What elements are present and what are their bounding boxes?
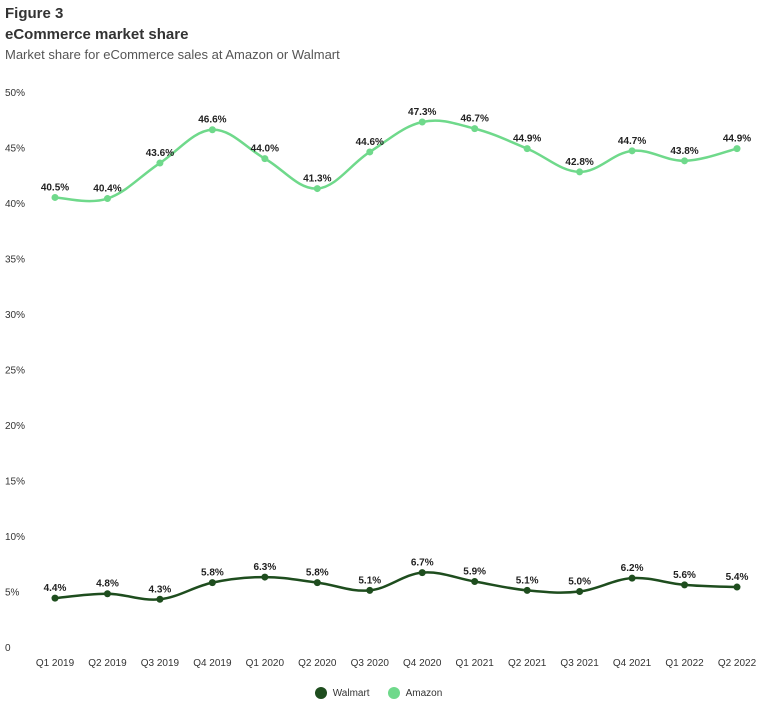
y-tick-label: 35%	[5, 255, 25, 266]
data-label-walmart: 4.3%	[149, 584, 172, 595]
data-label-walmart: 5.1%	[358, 575, 381, 586]
x-tick-label: Q3 2021	[560, 658, 599, 669]
data-label-amazon: 44.6%	[356, 137, 384, 148]
data-label-walmart: 6.7%	[411, 558, 434, 569]
data-point-amazon[interactable]	[576, 168, 584, 176]
data-point-amazon[interactable]	[313, 185, 321, 193]
data-point-amazon[interactable]	[208, 126, 216, 134]
data-point-amazon[interactable]	[681, 157, 689, 165]
data-point-walmart[interactable]	[51, 594, 59, 602]
x-tick-label: Q4 2019	[193, 658, 232, 669]
x-tick-label: Q2 2020	[298, 658, 337, 669]
data-label-amazon: 43.8%	[670, 146, 698, 157]
data-label-walmart: 4.4%	[44, 583, 67, 594]
data-label-amazon: 44.7%	[618, 136, 646, 147]
data-label-walmart: 5.9%	[463, 567, 486, 578]
data-point-walmart[interactable]	[261, 573, 269, 581]
data-label-walmart: 5.8%	[306, 568, 329, 579]
x-tick-label: Q3 2020	[351, 658, 390, 669]
y-tick-label: 0	[5, 643, 11, 654]
data-point-walmart[interactable]	[733, 583, 741, 591]
x-tick-label: Q1 2021	[456, 658, 495, 669]
x-tick-label: Q2 2019	[88, 658, 127, 669]
data-point-amazon[interactable]	[261, 155, 269, 163]
data-label-amazon: 46.7%	[461, 114, 489, 125]
data-label-amazon: 41.3%	[303, 174, 331, 185]
data-point-walmart[interactable]	[576, 588, 584, 595]
data-point-amazon[interactable]	[103, 195, 111, 203]
data-point-amazon[interactable]	[628, 147, 636, 155]
chart-header: Figure 3 eCommerce market share Market s…	[5, 4, 340, 64]
data-labels: 4.4% 4.8% 4.3% 5.8% 6.3% 5.8% 5.1% 6.7% 5.9% 5.1%…	[41, 107, 751, 595]
x-tick-label: Q1 2019	[36, 658, 75, 669]
y-tick-label: 5%	[5, 588, 20, 599]
data-point-amazon[interactable]	[471, 125, 479, 133]
data-label-amazon: 40.5%	[41, 182, 69, 193]
data-point-walmart[interactable]	[103, 590, 111, 598]
data-label-amazon: 47.3%	[408, 107, 436, 118]
data-label-amazon: 44.0%	[251, 144, 279, 155]
chart-title: eCommerce market share	[5, 26, 189, 43]
data-point-walmart[interactable]	[628, 574, 636, 582]
data-label-walmart: 6.2%	[621, 563, 644, 574]
data-label-amazon: 44.9%	[723, 134, 751, 145]
data-point-amazon[interactable]	[51, 193, 59, 201]
data-label-walmart: 5.0%	[568, 577, 591, 588]
data-label-amazon: 43.6%	[146, 148, 174, 159]
chart-legend: Walmart Amazon	[0, 687, 757, 699]
x-tick-label: Q4 2021	[613, 658, 652, 669]
x-axis: Q1 2019 Q2 2019 Q3 2019 Q4 2019 Q1 2020 Q2 20…	[36, 658, 757, 669]
y-tick-label: 25%	[5, 366, 25, 377]
y-tick-label: 10%	[5, 532, 25, 543]
line-chart: 0 5% 10% 15% 20% 25% 30% 35% 40% 45% 50% Q1 2019 Q2…	[5, 88, 757, 669]
data-point-amazon[interactable]	[366, 148, 374, 156]
data-label-walmart: 5.8%	[201, 568, 224, 579]
legend-label-walmart: Walmart	[332, 687, 370, 699]
data-point-walmart[interactable]	[681, 581, 689, 589]
y-tick-label: 30%	[5, 310, 25, 321]
data-point-amazon[interactable]	[523, 145, 531, 153]
series-line-amazon	[54, 119, 738, 203]
x-tick-label: Q3 2019	[141, 658, 180, 669]
data-label-amazon: 42.8%	[565, 157, 593, 168]
data-label-amazon: 44.9%	[513, 134, 541, 145]
y-tick-label: 45%	[5, 144, 25, 155]
x-tick-label: Q1 2020	[246, 658, 285, 669]
data-point-walmart[interactable]	[156, 595, 164, 603]
data-point-amazon[interactable]	[156, 159, 164, 167]
y-tick-label: 40%	[5, 199, 25, 210]
legend-swatch-amazon	[387, 687, 400, 699]
data-label-walmart: 5.6%	[673, 570, 696, 581]
x-tick-label: Q2 2022	[718, 658, 757, 669]
legend-label-amazon: Amazon	[405, 687, 443, 699]
data-label-walmart: 6.3%	[253, 562, 276, 573]
data-point-walmart[interactable]	[208, 579, 216, 587]
legend-swatch-walmart	[314, 687, 327, 699]
data-point-walmart[interactable]	[313, 579, 321, 587]
chart-subtitle: Market share for eCommerce sales at Amaz…	[5, 47, 340, 62]
data-label-walmart: 4.8%	[96, 579, 119, 590]
data-label-walmart: 5.1%	[516, 575, 539, 586]
data-point-amazon[interactable]	[418, 118, 426, 126]
legend-item-amazon[interactable]: Amazon	[387, 687, 443, 699]
y-axis: 0 5% 10% 15% 20% 25% 30% 35% 40% 45% 50%	[5, 88, 25, 654]
x-tick-label: Q2 2021	[508, 658, 547, 669]
data-label-amazon: 46.6%	[198, 115, 226, 126]
y-tick-label: 50%	[5, 88, 25, 99]
x-tick-label: Q1 2022	[665, 658, 704, 669]
figure-label: Figure 3	[5, 5, 64, 22]
data-point-walmart[interactable]	[366, 586, 374, 594]
data-point-amazon[interactable]	[733, 145, 741, 153]
data-label-amazon: 40.4%	[93, 184, 121, 195]
data-point-walmart[interactable]	[471, 578, 479, 586]
y-tick-label: 20%	[5, 421, 25, 432]
data-point-walmart[interactable]	[418, 569, 426, 577]
data-label-walmart: 5.4%	[726, 572, 749, 583]
legend-item-walmart[interactable]: Walmart	[314, 687, 370, 699]
data-point-walmart[interactable]	[523, 586, 531, 594]
x-tick-label: Q4 2020	[403, 658, 442, 669]
y-tick-label: 15%	[5, 477, 25, 488]
series-line-walmart	[54, 571, 738, 601]
series-layer	[51, 118, 741, 603]
